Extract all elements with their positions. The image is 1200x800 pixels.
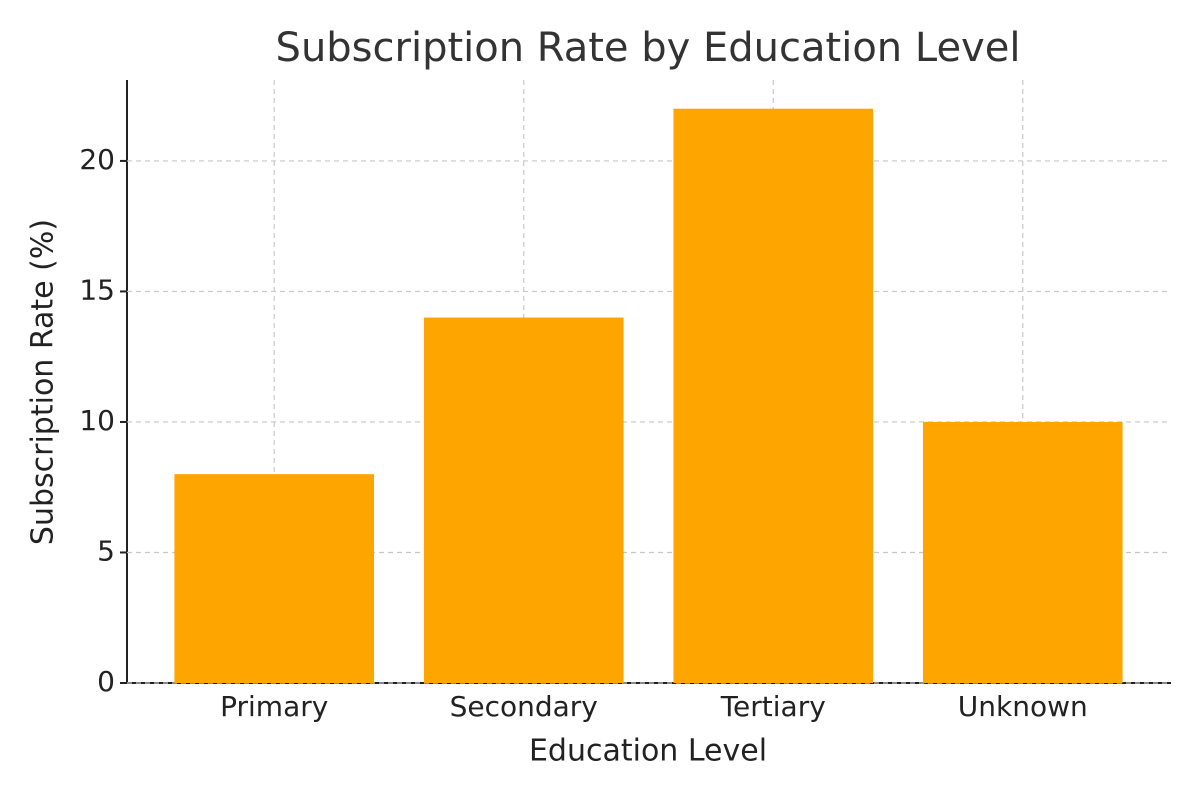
y-tick-label: 20 — [79, 143, 115, 176]
bar — [673, 108, 874, 683]
y-axis-label: Subscription Rate (%) — [26, 219, 61, 545]
x-tick-label: Tertiary — [720, 690, 826, 723]
y-tick-label: 0 — [97, 665, 115, 698]
y-tick-label: 15 — [79, 273, 115, 306]
x-tick-label: Primary — [220, 690, 328, 723]
chart-title: Subscription Rate by Education Level — [276, 25, 1021, 71]
bar — [922, 421, 1123, 683]
y-tick-label: 5 — [97, 534, 115, 567]
x-tick-label: Secondary — [450, 690, 598, 723]
bars — [174, 108, 1123, 683]
bar — [423, 317, 624, 683]
x-tick-label: Unknown — [958, 690, 1088, 723]
tick-labels: 0 5 10 15 20 Primary Secondary Tertiary Unknown — [79, 143, 1087, 723]
y-tick-label: 10 — [79, 404, 115, 437]
x-axis-label: Education Level — [529, 734, 767, 769]
bar — [174, 474, 375, 683]
